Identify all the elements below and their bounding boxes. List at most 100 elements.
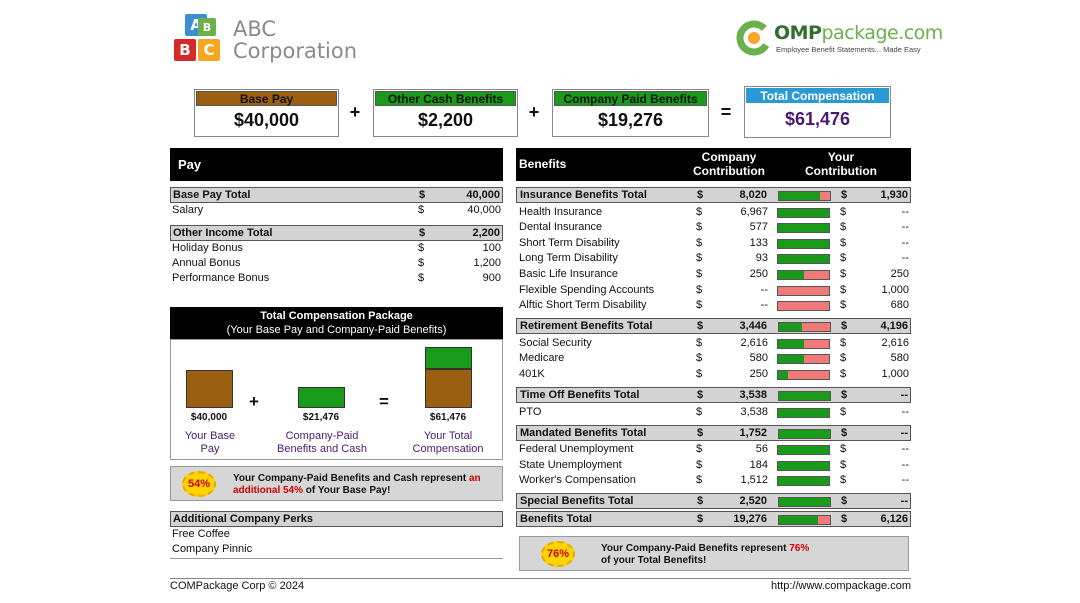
contribution-share-bar bbox=[777, 207, 830, 218]
other-income-total-dollar: $ bbox=[419, 227, 426, 239]
company-contribution-value: 133 bbox=[749, 236, 768, 249]
company-contribution-value: 3,538 bbox=[739, 389, 767, 401]
perks-header-label: Additional Company Perks bbox=[173, 513, 313, 525]
package-equals: = bbox=[379, 392, 389, 411]
benefit-row: Worker's Compensation $1,512 $ -- bbox=[516, 473, 911, 489]
summary-company-paid: Company Paid Benefits $19,276 bbox=[552, 89, 709, 137]
your-contribution-header: Your Contribution bbox=[796, 150, 886, 178]
callout-text-b: of your Total Benefits! bbox=[601, 555, 707, 566]
benefit-row: Federal Unemployment $56 $ -- bbox=[516, 442, 911, 458]
contribution-share-bar bbox=[777, 254, 830, 265]
total-caption-line1: Your Total bbox=[423, 430, 473, 442]
brand-light: package.com bbox=[821, 22, 943, 44]
employee-contribution-value: 680 bbox=[890, 299, 909, 312]
benefit-label: Social Security bbox=[519, 336, 592, 349]
pay-item-row: Holiday Bonus $ 100 bbox=[170, 241, 503, 257]
package-visual: + = $40,000 $21,476 $61,476 Your Base Pa… bbox=[170, 339, 503, 460]
pay-item-label: Annual Bonus bbox=[172, 257, 241, 269]
contribution-share-bar bbox=[777, 223, 830, 234]
company-contribution-value: 250 bbox=[749, 267, 768, 280]
company-contribution-value: -- bbox=[760, 299, 768, 312]
pay-item-value: 1,200 bbox=[473, 257, 501, 269]
benefits-square bbox=[298, 387, 345, 408]
company-dollar-sign: $ bbox=[697, 426, 704, 439]
summary-total-label: Total Compensation bbox=[746, 88, 889, 103]
contribution-share-bar bbox=[778, 514, 831, 525]
company-contribution-value: 184 bbox=[749, 458, 768, 471]
benefits-header-label: Benefits bbox=[519, 157, 567, 171]
contribution-share-bar bbox=[777, 476, 830, 487]
pay-item-value: 100 bbox=[482, 242, 501, 254]
base-pay-total-value: 40,000 bbox=[466, 189, 500, 201]
contribution-share-fill bbox=[778, 477, 829, 486]
company-dollar-sign: $ bbox=[696, 252, 703, 265]
benefit-label: Flexible Spending Accounts bbox=[519, 283, 655, 296]
company-contribution-value: 93 bbox=[755, 252, 768, 265]
company-dollar-sign: $ bbox=[696, 474, 703, 487]
summary-company-paid-label: Company Paid Benefits bbox=[554, 91, 707, 106]
benefit-label: Short Term Disability bbox=[519, 236, 620, 249]
base-pay-total-label: Base Pay Total bbox=[173, 189, 251, 201]
company-dollar-sign: $ bbox=[696, 299, 703, 312]
total-caption-line2: Compensation bbox=[412, 443, 484, 455]
employee-contribution-value: -- bbox=[901, 236, 909, 249]
contribution-share-fill bbox=[778, 339, 804, 348]
perk-item: Company Pinnic bbox=[170, 542, 503, 558]
company-contribution-value: 56 bbox=[755, 443, 768, 456]
summary-plus-2: + bbox=[528, 102, 540, 122]
contribution-share-fill bbox=[778, 239, 829, 248]
summary-plus-1: + bbox=[349, 102, 361, 122]
other-income-total-label: Other Income Total bbox=[173, 227, 273, 239]
benefits-caption-line2: Benefits and Cash bbox=[277, 443, 367, 455]
contribution-share-fill bbox=[778, 224, 829, 233]
package-title: Total Compensation Package bbox=[260, 310, 413, 322]
employee-dollar-sign: $ bbox=[840, 267, 847, 280]
contribution-share-bar bbox=[777, 285, 830, 296]
callout-text-b: of Your Base Pay! bbox=[303, 485, 391, 496]
summary-total-value: $61,476 bbox=[784, 109, 851, 129]
company-dollar-sign: $ bbox=[696, 221, 703, 234]
employee-dollar-sign: $ bbox=[840, 221, 847, 234]
benefit-label: Benefits Total bbox=[520, 512, 592, 525]
company-contribution-value: 2,520 bbox=[739, 495, 767, 508]
company-dollar-sign: $ bbox=[697, 389, 704, 401]
employee-dollar-sign: $ bbox=[841, 426, 848, 439]
benefit-label: Federal Unemployment bbox=[519, 443, 634, 456]
company-contribution-value: 1,512 bbox=[740, 474, 768, 487]
pay-item-dollar: $ bbox=[418, 272, 425, 284]
summary-other-cash-value: $2,200 bbox=[417, 110, 474, 130]
company-dollar-sign: $ bbox=[696, 283, 703, 296]
employee-contribution-value: 1,930 bbox=[880, 189, 908, 201]
pay-item-dollar: $ bbox=[418, 204, 425, 216]
footer-divider bbox=[170, 578, 911, 579]
pay-item-row: Annual Bonus $ 1,200 bbox=[170, 256, 503, 272]
benefit-total-row: Mandated Benefits Total $1,752 $ -- bbox=[516, 424, 911, 441]
pay-item-label: Performance Bonus bbox=[172, 272, 270, 284]
employee-dollar-sign: $ bbox=[840, 336, 847, 349]
summary-equals: = bbox=[720, 102, 732, 122]
company-dollar-sign: $ bbox=[697, 320, 704, 333]
employee-dollar-sign: $ bbox=[840, 405, 847, 418]
contribution-share-bar bbox=[777, 301, 830, 312]
employee-dollar-sign: $ bbox=[840, 205, 847, 218]
employee-contribution-value: -- bbox=[901, 458, 909, 471]
compackage-logo: OMPpackage.com Employee Benefit Statemen… bbox=[736, 20, 943, 58]
base-pay-callout: 54% Your Company-Paid Benefits and Cash … bbox=[170, 466, 503, 501]
contribution-share-fill bbox=[779, 323, 802, 332]
company-contribution-value: 250 bbox=[749, 367, 768, 380]
footer-url[interactable]: http://www.compackage.com bbox=[770, 580, 911, 592]
employee-contribution-value: 250 bbox=[890, 267, 909, 280]
benefit-row: State Unemployment $184 $ -- bbox=[516, 458, 911, 474]
company-dollar-sign: $ bbox=[696, 236, 703, 249]
base-pay-square bbox=[186, 370, 233, 408]
perk-item-label: Free Coffee bbox=[172, 528, 230, 540]
employee-contribution-value: -- bbox=[901, 443, 909, 456]
summary-base-pay-label: Base Pay bbox=[196, 91, 337, 106]
company-contribution-value: 3,538 bbox=[740, 405, 768, 418]
pay-item-row: Salary $ 40,000 bbox=[170, 203, 503, 219]
contribution-share-fill bbox=[778, 370, 789, 379]
pay-item-label: Holiday Bonus bbox=[172, 242, 243, 254]
summary-base-pay-value: $40,000 bbox=[233, 110, 300, 130]
your-contribution-line1: Your bbox=[827, 150, 855, 164]
employee-contribution-value: -- bbox=[900, 426, 908, 439]
